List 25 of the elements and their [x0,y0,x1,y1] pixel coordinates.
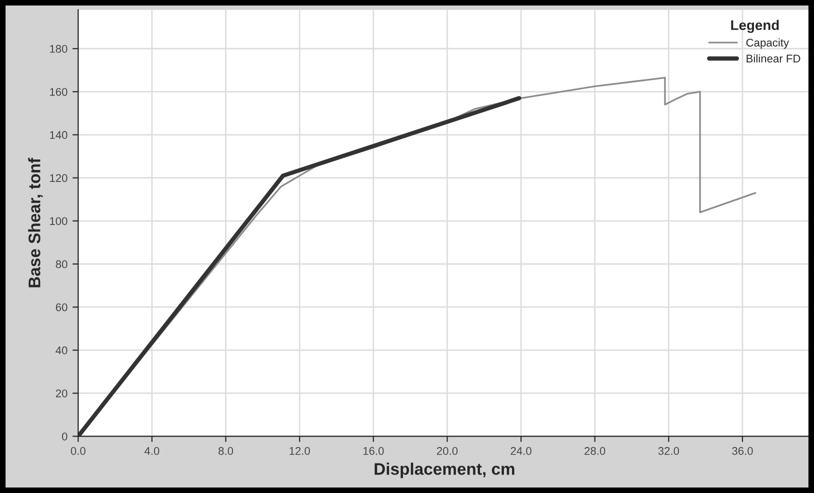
x-tick-label: 32.0 [658,447,680,455]
y-tick-label: 60 [56,303,68,312]
y-tick-label: 100 [50,217,68,226]
x-tick-label: 0.0 [70,447,86,455]
x-tick-label: 36.0 [732,447,753,455]
y-tick-label: 80 [56,260,68,268]
x-tick-label: 24.0 [510,447,532,455]
x-tick-label: 12.0 [290,447,310,455]
legend-title: Legend [731,20,779,33]
x-tick-label: 20.0 [436,447,458,455]
y-tick-label: 20 [56,389,68,398]
y-tick-label: 140 [50,131,68,139]
legend-label: Bilinear FD [746,54,800,62]
x-axis-title: Displacement, cm [374,462,514,478]
x-tick-label: 8.0 [218,447,234,455]
x-tick-label: 28.0 [584,447,606,455]
y-tick-label: 160 [50,88,68,96]
y-tick-label: 0 [62,432,68,440]
x-tick-label: 16.0 [363,447,384,455]
y-axis-title: Base Shear, tonf [28,158,43,288]
y-tick-label: 180 [50,44,68,53]
legend-label: Capacity [746,38,789,49]
y-tick-label: 120 [50,174,68,182]
x-tick-label: 4.0 [144,447,160,455]
y-tick-label: 40 [56,346,68,354]
